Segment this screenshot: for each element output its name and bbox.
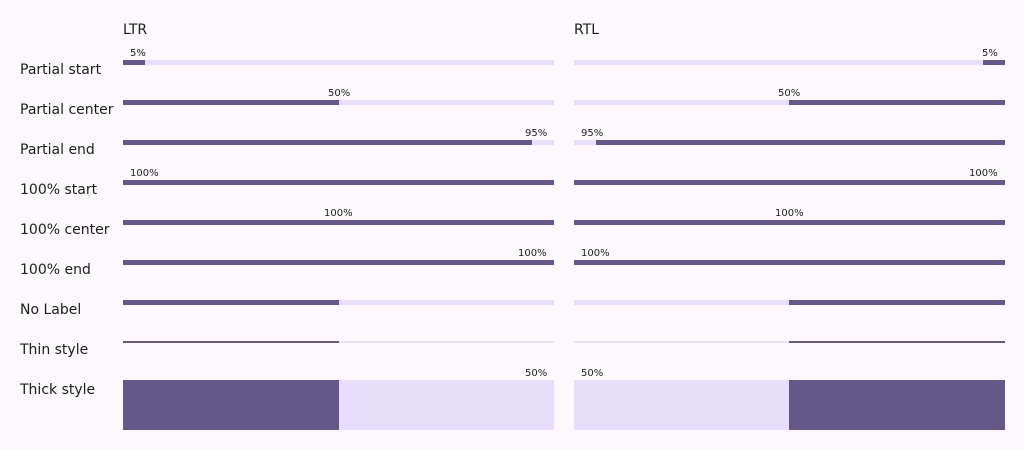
rtl-progress-percent: 5% — [982, 48, 998, 59]
rtl-progress-fill — [574, 220, 1005, 225]
rtl-progress-fill — [789, 100, 1005, 105]
ltr-progress-fill — [123, 300, 339, 305]
rtl-progress-track — [574, 260, 1005, 265]
rtl-progress-track — [574, 220, 1005, 225]
row-label: Thick style — [20, 382, 96, 398]
rtl-progress-fill — [574, 180, 1005, 185]
rtl-progress-track — [574, 100, 1005, 105]
ltr-progress-percent: 5% — [130, 48, 146, 59]
rtl-progress-percent: 95% — [581, 128, 604, 139]
ltr-progress-fill — [123, 140, 532, 145]
rtl-progress-track — [574, 341, 1005, 343]
row-label: 100% end — [20, 262, 91, 278]
ltr-progress-percent: 50% — [328, 88, 351, 99]
ltr-progress-percent: 100% — [324, 208, 353, 219]
ltr-progress-fill — [123, 220, 554, 225]
ltr-progress-fill — [123, 341, 339, 343]
ltr-progress-fill — [123, 60, 145, 65]
ltr-progress-percent: 100% — [518, 248, 547, 259]
rtl-progress-percent: 100% — [581, 248, 610, 259]
row-label: Partial center — [20, 102, 114, 118]
rtl-progress-fill — [983, 60, 1005, 65]
ltr-progress-track — [123, 60, 554, 65]
rtl-progress-percent: 50% — [778, 88, 801, 99]
rtl-progress-track — [574, 380, 1005, 430]
rtl-progress-fill — [596, 140, 1005, 145]
rtl-column-header: RTL — [574, 22, 600, 38]
row-label: Partial start — [20, 62, 102, 78]
rtl-progress-track — [574, 60, 1005, 65]
ltr-progress-fill — [123, 380, 339, 430]
rtl-progress-fill — [789, 300, 1005, 305]
row-label: 100% start — [20, 182, 98, 198]
ltr-progress-track — [123, 260, 554, 265]
ltr-progress-fill — [123, 180, 554, 185]
ltr-progress-track — [123, 140, 554, 145]
rtl-progress-fill — [789, 341, 1005, 343]
rtl-progress-track — [574, 140, 1005, 145]
ltr-progress-track — [123, 341, 554, 343]
rtl-progress-track — [574, 180, 1005, 185]
rtl-progress-fill — [574, 260, 1005, 265]
ltr-column-header: LTR — [123, 22, 148, 38]
ltr-progress-fill — [123, 260, 554, 265]
rtl-progress-percent: 100% — [775, 208, 804, 219]
ltr-progress-fill — [123, 100, 339, 105]
ltr-progress-percent: 100% — [130, 168, 159, 179]
rtl-progress-fill — [789, 380, 1005, 430]
rtl-progress-percent: 50% — [581, 368, 604, 379]
ltr-progress-track — [123, 380, 554, 430]
ltr-progress-track — [123, 180, 554, 185]
row-label: Partial end — [20, 142, 95, 158]
ltr-progress-track — [123, 220, 554, 225]
row-label: No Label — [20, 302, 82, 318]
row-label: Thin style — [20, 342, 89, 358]
ltr-progress-percent: 50% — [525, 368, 548, 379]
ltr-progress-track — [123, 300, 554, 305]
row-label: 100% center — [20, 222, 110, 238]
ltr-progress-track — [123, 100, 554, 105]
rtl-progress-track — [574, 300, 1005, 305]
rtl-progress-percent: 100% — [969, 168, 998, 179]
ltr-progress-percent: 95% — [525, 128, 548, 139]
